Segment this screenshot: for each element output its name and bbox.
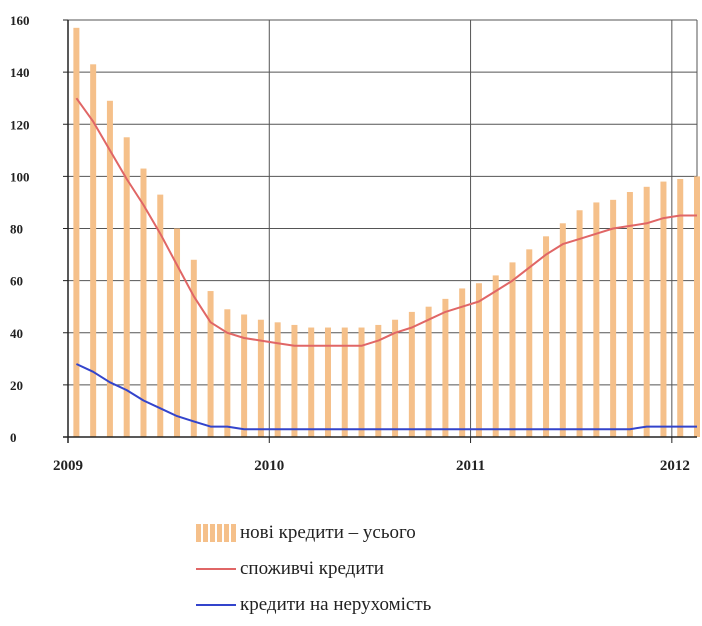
legend: нові кредити – усього споживчі кредити к… — [196, 515, 616, 623]
bar — [90, 64, 97, 438]
y-tick-label: 40 — [10, 326, 23, 341]
y-tick-label: 160 — [10, 13, 30, 28]
bar — [660, 181, 667, 437]
bar — [459, 288, 466, 437]
legend-line-sample — [196, 604, 236, 606]
bar — [308, 327, 315, 437]
legend-item-real-estate-loans: кредити на нерухомість — [196, 587, 616, 623]
bar — [174, 228, 181, 437]
bar — [694, 176, 700, 437]
y-tick-label: 20 — [10, 378, 23, 393]
bar — [543, 236, 550, 437]
bar — [106, 100, 113, 437]
bar — [123, 137, 130, 437]
bar — [442, 298, 449, 437]
x-axis-ticks: 2009 2010 2011 2012 — [53, 437, 690, 474]
bar — [257, 319, 264, 437]
x-tick-label: 2009 — [53, 458, 83, 474]
bar — [392, 319, 399, 437]
y-tick-label: 80 — [10, 222, 23, 237]
legend-item-consumer-loans: споживчі кредити — [196, 551, 616, 587]
chart: 0 20 40 60 80 100 120 140 160 2009 2010 2011 2012 — [10, 13, 700, 474]
x-tick-label: 2011 — [456, 458, 485, 474]
bar — [73, 27, 80, 437]
bar — [559, 223, 566, 437]
bar-series-new-loans — [73, 27, 700, 438]
bar — [291, 324, 298, 437]
bar — [274, 322, 281, 437]
bar — [408, 311, 415, 437]
x-tick-label: 2012 — [660, 458, 690, 474]
legend-swatch-bar — [196, 524, 236, 542]
y-tick-label: 60 — [10, 274, 23, 289]
bar — [509, 262, 516, 437]
legend-line-sample — [196, 568, 236, 570]
bar — [241, 314, 248, 437]
legend-label: нові кредити – усього — [240, 522, 416, 543]
legend-label: кредити на нерухомість — [240, 594, 432, 615]
bar — [324, 327, 331, 437]
series-line — [75, 97, 697, 347]
bar — [157, 194, 164, 437]
x-tick-label: 2010 — [254, 458, 284, 474]
bar — [190, 259, 197, 437]
bar — [492, 275, 499, 437]
bar — [643, 186, 650, 437]
bar — [475, 283, 482, 437]
legend-swatch-line — [196, 560, 236, 578]
bar — [677, 178, 684, 437]
line-series — [75, 97, 697, 431]
axes — [63, 20, 697, 443]
legend-label: споживчі кредити — [240, 558, 384, 579]
bar — [140, 168, 147, 437]
bar — [358, 327, 365, 437]
y-tick-label: 0 — [10, 430, 17, 445]
bar — [576, 210, 583, 437]
y-tick-label: 120 — [10, 117, 30, 132]
bar — [626, 192, 633, 437]
y-tick-label: 100 — [10, 169, 30, 184]
legend-item-new-loans: нові кредити – усього — [196, 515, 616, 551]
bar — [375, 324, 382, 437]
bar — [526, 249, 533, 437]
bar — [341, 327, 348, 437]
legend-swatch-line — [196, 596, 236, 614]
series-line — [75, 363, 697, 431]
bar — [224, 309, 231, 437]
y-axis-ticks: 0 20 40 60 80 100 120 140 160 — [10, 13, 68, 445]
bar — [610, 199, 617, 437]
y-tick-label: 140 — [10, 65, 30, 80]
bar — [425, 306, 432, 437]
bar — [207, 291, 214, 437]
bar — [593, 202, 600, 437]
